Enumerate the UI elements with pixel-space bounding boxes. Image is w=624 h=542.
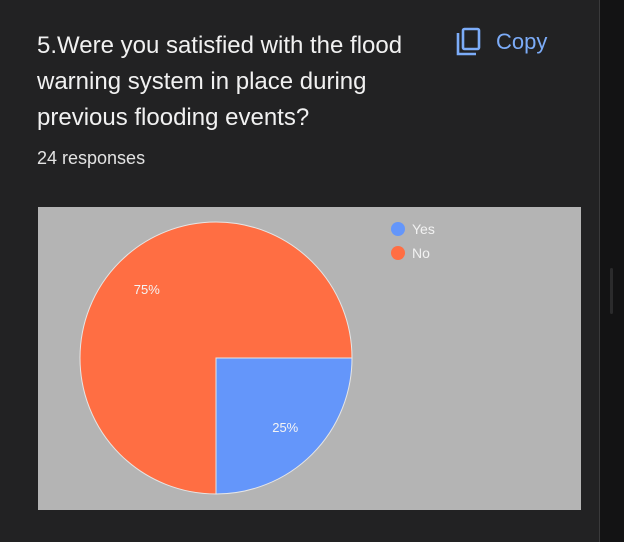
legend-swatch-no (391, 246, 405, 260)
copy-icon (456, 27, 482, 57)
scrollbar-handle[interactable] (610, 268, 613, 314)
question-title: 5.Were you satisfied with the flood warn… (37, 28, 437, 136)
legend-swatch-yes (391, 222, 405, 236)
pie-chart: 25% 75% Yes No (38, 207, 581, 510)
response-count: 24 responses (37, 148, 146, 168)
pie-chart-svg: 25% 75% Yes No (38, 207, 581, 510)
scroll-strip (600, 0, 624, 542)
question-line-1: 5.Were you satisfied with the flood (37, 32, 403, 59)
question-line-2: warning system in place during (37, 68, 367, 95)
copy-button-label: Copy (496, 29, 548, 54)
question-line-3: previous flooding events? (37, 104, 310, 131)
legend-label-no[interactable]: No (412, 245, 430, 261)
pie-slice-no[interactable] (79, 221, 353, 495)
slice-label-no: 75% (134, 282, 160, 297)
pie-slice-yes[interactable] (215, 357, 353, 495)
question-card: 5.Were you satisfied with the flood warn… (0, 0, 600, 542)
legend-label-yes[interactable]: Yes (412, 221, 435, 237)
slice-label-yes: 25% (272, 420, 298, 435)
copy-button[interactable]: Copy (456, 24, 547, 60)
